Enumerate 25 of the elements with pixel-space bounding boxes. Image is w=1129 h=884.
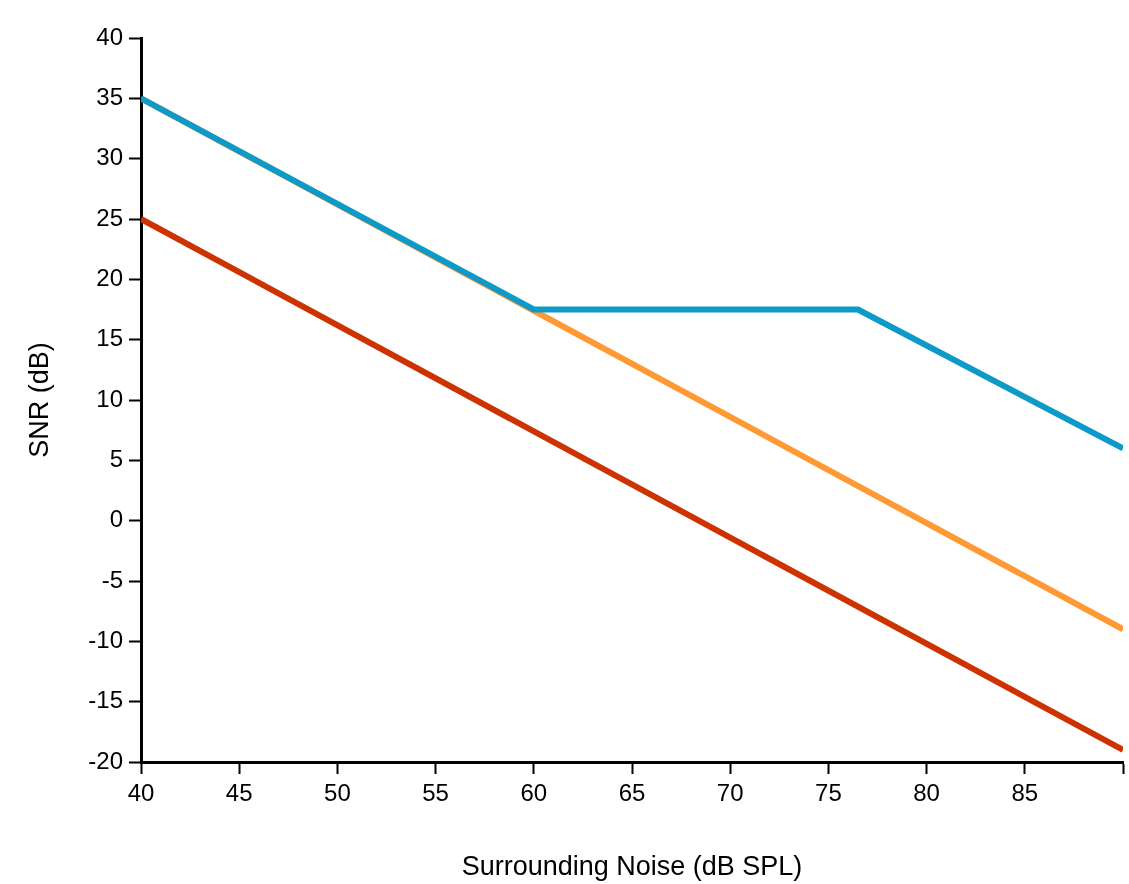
y-tick-label: -20: [88, 746, 123, 774]
y-tick-label: 0: [109, 505, 123, 533]
y-tick-label: 15: [96, 324, 123, 352]
y-tick-label: 40: [96, 22, 123, 50]
x-tick-label: 50: [324, 779, 351, 807]
x-tick-label: 80: [913, 779, 940, 807]
y-tick-label: -15: [88, 686, 123, 714]
x-axis-title: Surrounding Noise (dB SPL): [461, 851, 803, 882]
x-tick-label: 75: [815, 779, 842, 807]
x-tick-label: 40: [127, 779, 155, 807]
x-tick-label: 45: [225, 779, 253, 807]
x-tick-label: 60: [520, 779, 548, 807]
x-tick-label: 85: [1011, 779, 1039, 807]
y-tick-label: 20: [96, 263, 123, 291]
y-tick-label: 5: [109, 444, 123, 472]
y-tick-label: 30: [96, 143, 123, 171]
x-tick-label: 65: [618, 779, 646, 807]
x-tick-label: 55: [422, 779, 449, 807]
y-tick-label: 25: [96, 203, 123, 231]
y-tick-label: -10: [88, 625, 123, 653]
y-axis-title: SNR (dB): [23, 342, 54, 458]
x-tick-label: 70: [716, 779, 744, 807]
y-tick-label: -5: [101, 565, 123, 593]
y-tick-label: 10: [96, 384, 123, 412]
y-tick-label: 35: [96, 82, 123, 110]
